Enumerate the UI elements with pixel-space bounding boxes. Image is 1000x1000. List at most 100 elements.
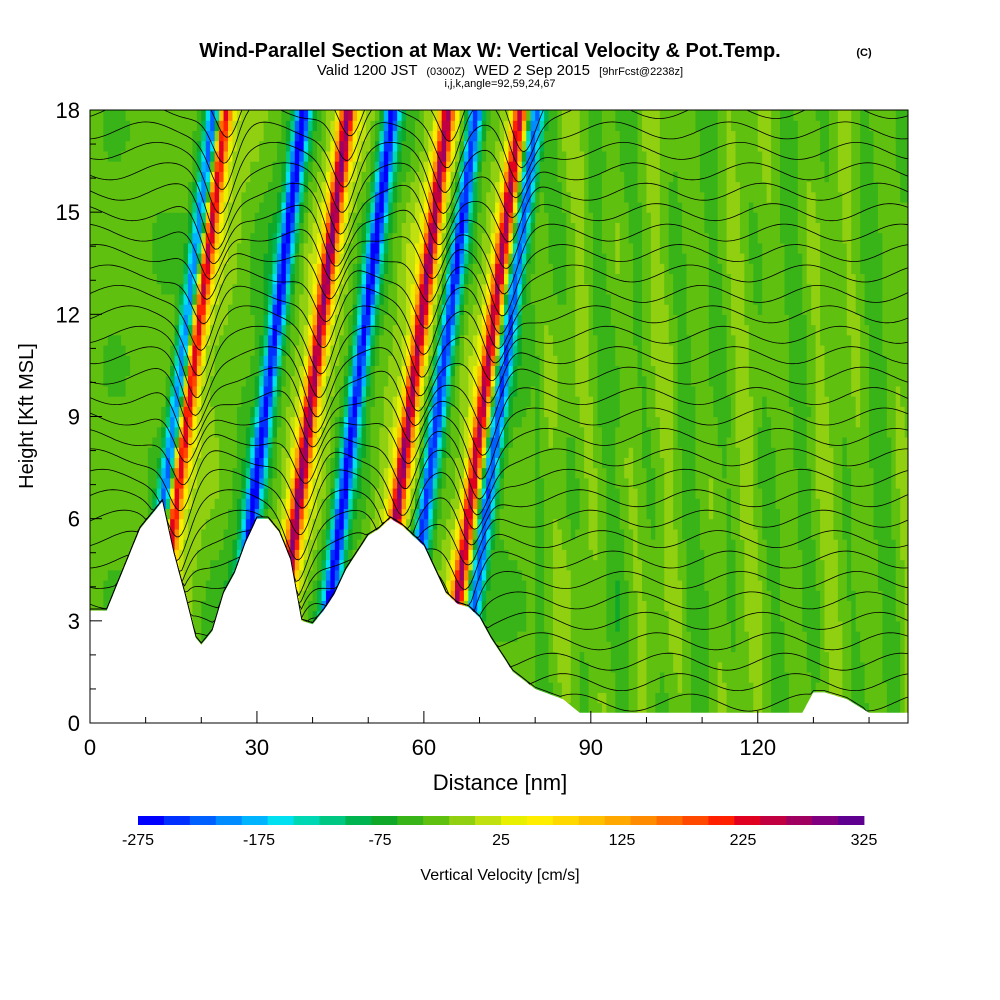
velocity-cell <box>170 467 176 479</box>
velocity-cell <box>232 191 238 203</box>
velocity-cell <box>374 242 380 254</box>
velocity-cell <box>250 396 256 407</box>
velocity-cell <box>187 212 193 223</box>
velocity-cell <box>174 130 180 142</box>
velocity-cell <box>285 549 291 561</box>
velocity-cell <box>103 590 109 601</box>
velocity-cell <box>223 283 229 295</box>
velocity-cell <box>228 569 234 581</box>
velocity-cell <box>414 263 421 275</box>
velocity-cell <box>383 161 389 172</box>
velocity-cell <box>116 253 122 264</box>
velocity-cell <box>254 396 260 407</box>
velocity-cell <box>254 130 260 142</box>
velocity-cell <box>134 344 140 356</box>
velocity-cell <box>263 406 269 418</box>
velocity-cell <box>272 447 278 458</box>
velocity-cell <box>281 304 287 315</box>
velocity-cell <box>98 528 104 540</box>
velocity-cell <box>107 590 113 601</box>
velocity-cell <box>187 304 193 315</box>
velocity-cell <box>290 385 296 397</box>
velocity-cell <box>397 334 403 346</box>
velocity-cell <box>210 549 216 561</box>
velocity-cell <box>134 518 140 530</box>
velocity-cell <box>223 375 229 387</box>
velocity-cell <box>401 201 407 213</box>
velocity-cell <box>414 324 421 336</box>
velocity-cell <box>428 140 434 152</box>
velocity-cell <box>228 110 234 121</box>
velocity-cell <box>272 477 278 489</box>
velocity-cell <box>281 498 287 510</box>
velocity-cell <box>245 212 251 223</box>
velocity-cell <box>432 559 438 571</box>
velocity-cell <box>228 518 234 530</box>
velocity-cell <box>392 498 398 510</box>
velocity-cell <box>432 222 438 234</box>
velocity-cell <box>130 201 136 213</box>
velocity-cell <box>179 110 185 121</box>
velocity-cell <box>410 508 416 520</box>
velocity-cell <box>236 477 242 489</box>
velocity-cell <box>98 488 104 499</box>
velocity-cell <box>94 344 100 356</box>
velocity-cell <box>432 447 438 458</box>
velocity-cell <box>245 447 251 458</box>
velocity-cell <box>414 406 421 418</box>
velocity-cell <box>107 232 113 244</box>
velocity-cell <box>414 273 421 285</box>
velocity-cell <box>103 365 109 377</box>
velocity-cell <box>241 150 247 162</box>
velocity-cell <box>441 436 447 448</box>
velocity-cell <box>223 528 229 540</box>
velocity-cell <box>455 528 461 540</box>
velocity-cell <box>98 222 104 234</box>
velocity-cell <box>263 416 269 428</box>
velocity-cell <box>223 406 229 418</box>
velocity-cell <box>263 140 269 152</box>
velocity-cell <box>312 355 318 367</box>
velocity-cell <box>414 375 421 387</box>
velocity-cell <box>152 253 158 264</box>
velocity-cell <box>308 569 314 581</box>
velocity-cell <box>130 436 136 448</box>
velocity-cell <box>276 232 283 244</box>
velocity-cell <box>370 518 376 530</box>
velocity-cell <box>339 426 345 438</box>
velocity-cell <box>388 508 394 520</box>
velocity-cell <box>419 344 425 356</box>
velocity-cell <box>147 110 153 121</box>
velocity-cell <box>125 396 131 407</box>
velocity-cell <box>428 549 434 561</box>
velocity-cell <box>179 539 185 550</box>
velocity-cell <box>334 324 340 336</box>
velocity-cell <box>410 212 416 223</box>
velocity-cell <box>357 212 363 223</box>
velocity-cell <box>406 518 412 530</box>
velocity-cell <box>161 406 167 418</box>
velocity-cell <box>352 191 358 203</box>
velocity-cell <box>272 406 278 418</box>
velocity-cell <box>125 518 131 530</box>
velocity-cell <box>214 528 220 540</box>
velocity-cell <box>241 365 247 377</box>
velocity-cell <box>228 242 234 254</box>
velocity-cell <box>147 498 153 510</box>
velocity-cell <box>196 171 202 183</box>
velocity-cell <box>423 130 429 142</box>
velocity-cell <box>103 150 109 162</box>
velocity-cell <box>232 396 238 407</box>
velocity-cell <box>130 242 136 254</box>
velocity-cell <box>321 559 327 571</box>
velocity-cell <box>410 242 416 254</box>
velocity-cell <box>294 396 300 407</box>
velocity-cell <box>428 416 434 428</box>
velocity-cell <box>259 140 265 152</box>
velocity-cell <box>138 396 145 407</box>
velocity-cell <box>299 253 305 264</box>
velocity-cell <box>352 150 358 162</box>
velocity-cell <box>343 130 349 142</box>
velocity-cell <box>228 314 234 326</box>
velocity-cell <box>241 130 247 142</box>
